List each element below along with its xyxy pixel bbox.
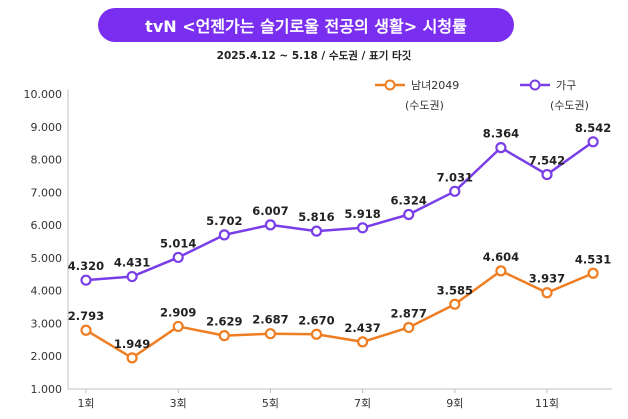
data-label: 4.531 xyxy=(575,252,611,266)
y-tick-label: 9.000 xyxy=(31,121,63,134)
data-label: 2.437 xyxy=(344,321,380,335)
data-point xyxy=(80,324,92,336)
data-label: 7.031 xyxy=(437,170,473,184)
data-label: 3.585 xyxy=(437,283,473,297)
data-label: 8.542 xyxy=(575,121,611,135)
chart-subtitle: 2025.4.12 ~ 5.18 / 수도권 / 표기 타깃 xyxy=(216,50,412,62)
data-point xyxy=(264,219,276,231)
data-point xyxy=(449,185,461,197)
data-point xyxy=(264,328,276,340)
x-tick-label: 5회 xyxy=(262,397,279,410)
data-point xyxy=(310,328,323,340)
data-point xyxy=(403,208,415,221)
data-label: 4.320 xyxy=(68,259,104,273)
data-label: 2.793 xyxy=(68,309,104,323)
series-line-m2049 xyxy=(85,269,594,360)
data-label: 4.604 xyxy=(483,250,519,264)
series-line-household xyxy=(85,140,594,282)
data-label: 7.542 xyxy=(529,154,565,168)
legend-label: 남녀2049 xyxy=(411,79,459,92)
data-point xyxy=(357,336,369,348)
legend-swatch-marker xyxy=(384,79,396,91)
data-point xyxy=(218,229,230,241)
x-tick-label: 3회 xyxy=(170,397,187,410)
data-point xyxy=(126,270,138,283)
y-tick-label: 5.000 xyxy=(31,252,63,265)
x-tick-label: 7회 xyxy=(354,397,371,410)
data-point xyxy=(80,274,92,286)
data-point xyxy=(495,265,507,277)
legend-label: 가구 xyxy=(556,79,576,92)
data-point xyxy=(357,222,369,234)
data-label: 2.629 xyxy=(206,315,242,329)
data-point xyxy=(449,298,461,310)
data-label: 1.949 xyxy=(114,337,150,351)
y-tick-label: 4.000 xyxy=(31,285,63,298)
data-label: 5.014 xyxy=(160,236,196,250)
data-label: 2.909 xyxy=(160,305,196,319)
y-tick-label: 7.000 xyxy=(31,186,63,199)
data-label: 5.816 xyxy=(298,210,334,224)
legend-swatch-marker xyxy=(529,79,541,91)
data-point xyxy=(403,321,415,334)
data-label: 2.877 xyxy=(391,306,427,320)
y-tick-label: 2.000 xyxy=(31,350,63,363)
data-point xyxy=(495,142,507,154)
data-label: 5.918 xyxy=(344,207,380,221)
x-tick-label: 9회 xyxy=(446,397,463,410)
data-label: 5.702 xyxy=(206,214,242,228)
data-point xyxy=(541,287,553,299)
chart-title: tvN <언젠가는 슬기로울 전공의 생활> 시청률 xyxy=(98,8,514,42)
x-tick-label: 1회 xyxy=(77,397,94,410)
y-tick-label: 6.000 xyxy=(31,219,63,232)
data-label: 6.324 xyxy=(391,193,427,207)
data-point xyxy=(587,136,599,148)
legend-region: (수도권) xyxy=(550,99,589,112)
y-tick-label: 1.000 xyxy=(31,383,63,396)
legend-region: (수도권) xyxy=(405,99,444,112)
y-tick-label: 3.000 xyxy=(31,317,63,330)
data-point xyxy=(126,352,138,364)
data-point xyxy=(218,330,230,342)
data-point xyxy=(172,251,184,264)
data-label: 2.687 xyxy=(252,313,288,327)
data-label: 8.364 xyxy=(483,127,519,141)
data-label: 2.670 xyxy=(298,313,334,327)
data-point xyxy=(541,168,553,181)
data-label: 3.937 xyxy=(529,272,565,286)
chart-axes: 1.000 2.000 3.000 4.000 5.000 6.000 7.000 8.000… xyxy=(24,88,612,410)
chart-legend: 남녀2049 (수도권) 가구 (수도권) xyxy=(375,79,589,112)
data-label: 6.007 xyxy=(252,204,288,218)
data-point xyxy=(172,320,184,333)
y-tick-label: 10.000 xyxy=(24,88,63,101)
x-tick-label: 11회 xyxy=(535,397,559,410)
data-point xyxy=(310,225,323,237)
chart-series: 2.793 1.949 2.909 2.629 2.687 2.670 2.437 2.877… xyxy=(68,121,611,364)
data-label: 4.431 xyxy=(114,256,150,270)
data-point xyxy=(587,267,599,279)
y-tick-label: 8.000 xyxy=(31,154,63,167)
